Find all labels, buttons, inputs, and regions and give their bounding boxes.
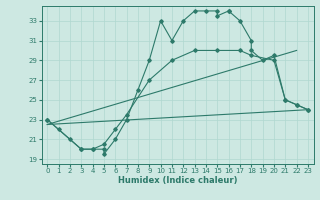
X-axis label: Humidex (Indice chaleur): Humidex (Indice chaleur): [118, 176, 237, 185]
